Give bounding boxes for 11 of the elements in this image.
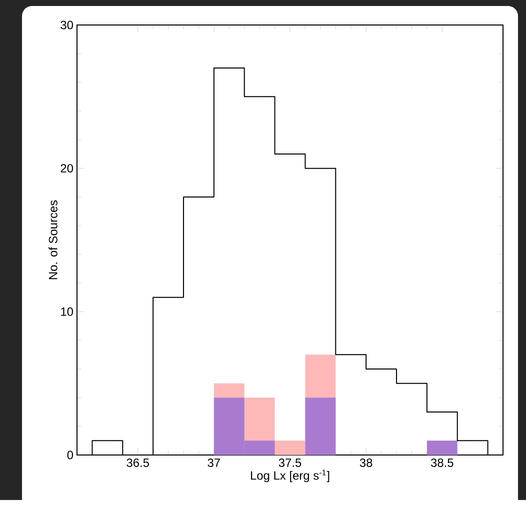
x-tick-label: 38 [360,458,372,467]
x-tick-label: 37 [208,458,220,467]
x-axis-title: Log Lx [erg s$^{-1}$] [250,470,330,482]
y-tick-label: 0 [67,450,74,460]
y-tick-label: 30 [60,20,74,30]
y-tick-label: 10 [61,307,74,316]
x-tick-label: 38.5 [430,458,454,467]
x-tick-label: 37.5 [278,458,302,467]
y-axis-title: No. of Sources [48,200,58,280]
x-tick-label: 36.5 [126,458,149,467]
y-tick-label: 20 [60,164,74,173]
